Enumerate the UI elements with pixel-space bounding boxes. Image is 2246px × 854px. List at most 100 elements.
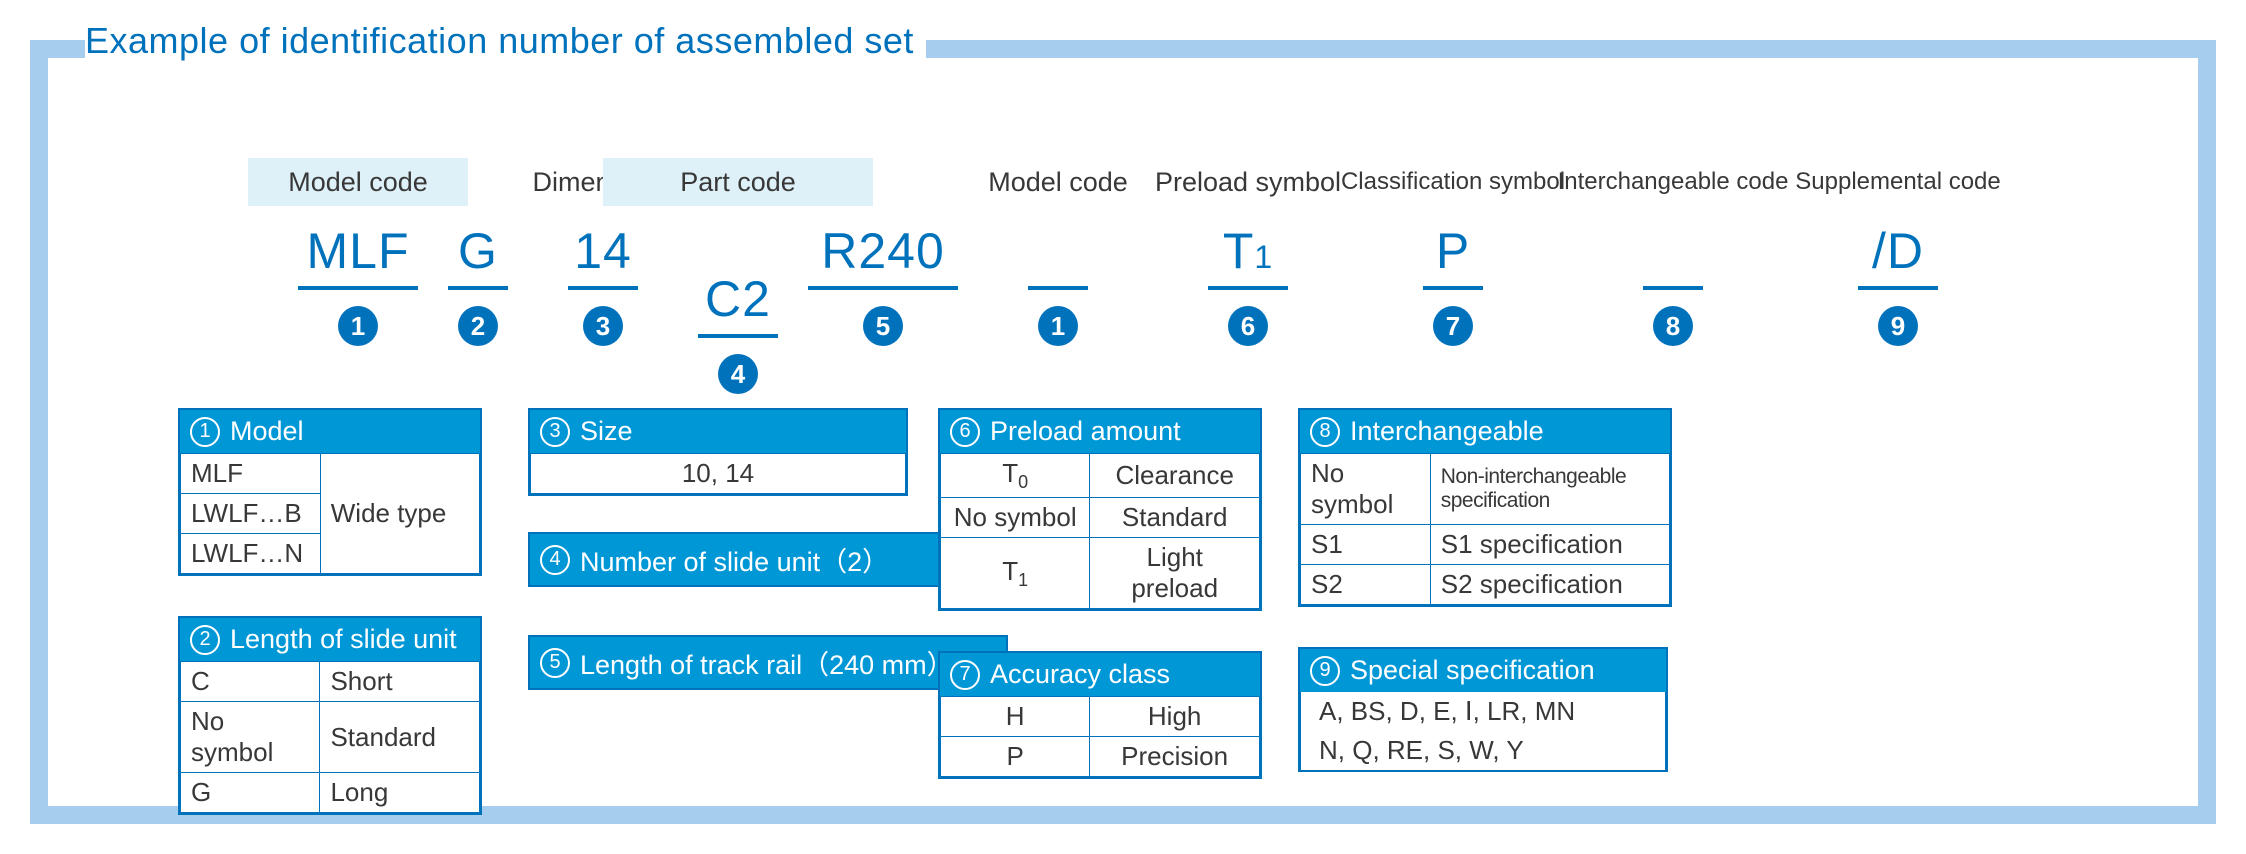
table-cell: H: [941, 697, 1090, 737]
table-row: No symbolStandard: [181, 702, 480, 773]
segment-underline: [1858, 286, 1938, 290]
table-cell: Precision: [1090, 737, 1260, 777]
table-header: 7Accuracy class: [940, 653, 1260, 696]
id-segment: G2: [428, 158, 528, 346]
diagram-title: Example of identification number of asse…: [85, 20, 914, 62]
table-number-icon: 6: [950, 417, 980, 447]
segment-header: Classification symbol: [1329, 158, 1577, 206]
segment-underline: [1423, 286, 1483, 290]
table-cell: Non-interchangeable specification: [1430, 454, 1669, 525]
segment-header: Preload symbol: [1143, 158, 1353, 206]
table-row: No symbolStandard: [941, 498, 1260, 538]
table-header: 3 Size: [530, 410, 906, 453]
table-body: CShortNo symbolStandardGLong: [180, 661, 480, 813]
table-cell: LWLF…N: [181, 534, 321, 574]
table-title: Interchangeable: [1350, 416, 1544, 447]
table-title: Length of track rail（240 mm）: [580, 643, 954, 682]
table-title: Accuracy class: [990, 659, 1170, 690]
title-bar: Example of identification number of asse…: [30, 0, 2216, 58]
table-title: Special specification: [1350, 655, 1595, 686]
segment-value: C2: [705, 254, 771, 330]
table-cell: Standard: [320, 702, 480, 773]
table-row: A, BS, D, E, Ⅰ, LR, MN: [1301, 692, 1666, 731]
table-title: Number of slide unit（2）: [580, 540, 889, 579]
table-title: Model: [230, 416, 304, 447]
table-cell: Clearance: [1090, 454, 1260, 498]
table-cell: LWLF…B: [181, 494, 321, 534]
tables-col-4: 8 Interchangeable No symbolNon-interchange…: [1298, 408, 1672, 772]
segment-badge: 7: [1433, 306, 1473, 346]
segment-value: G: [458, 206, 498, 282]
tables-col-3: 6 Preload amount T0ClearanceNo symbolStand…: [938, 408, 1262, 779]
segment-value: [1666, 206, 1681, 282]
segment-header: Interchangeable code: [1546, 158, 1801, 206]
table-cell: N, Q, RE, S, W, Y: [1301, 731, 1666, 770]
title-trail-bar: [926, 40, 2216, 58]
segment-underline: [568, 286, 638, 290]
segment-header: Part code: [603, 158, 873, 206]
id-segment: Supplemental code/D9: [1788, 158, 2008, 346]
table-cell: S2 specification: [1430, 565, 1669, 605]
table-cell: 10, 14: [531, 454, 906, 494]
segment-badge: 1: [338, 306, 378, 346]
definition-table: 7Accuracy classHHighPPrecision: [938, 651, 1262, 779]
table-number-icon: 5: [540, 648, 570, 678]
table-body: A, BS, D, E, Ⅰ, LR, MNN, Q, RE, S, W, Y: [1300, 692, 1666, 770]
table-cell: P: [941, 737, 1090, 777]
table-header: 2 Length of slide unit: [180, 618, 480, 661]
segment-badge: 9: [1878, 306, 1918, 346]
definition-table: 4 Number of slide unit（2）: [528, 532, 1008, 587]
diagram-container: Example of identification number of asse…: [0, 0, 2246, 854]
table-header: 9Special specification: [1300, 649, 1666, 692]
table-row: PPrecision: [941, 737, 1260, 777]
table-row: T0Clearance: [941, 454, 1260, 498]
table-body: 10, 14: [530, 453, 906, 494]
table-row: S2S2 specification: [1301, 565, 1670, 605]
segment-badge: 4: [718, 354, 758, 394]
segment-header: Supplemental code: [1783, 158, 2012, 206]
title-lead-bar: [30, 40, 85, 58]
segment-underline: [448, 286, 508, 290]
table-title: Length of slide unit: [230, 624, 457, 655]
table-cell: Standard: [1090, 498, 1260, 538]
table-title: Preload amount: [990, 416, 1181, 447]
table-row: HHigh: [941, 697, 1260, 737]
table-number-icon: 4: [540, 545, 570, 575]
segment-underline: [698, 334, 778, 338]
table-cell: S1 specification: [1430, 525, 1669, 565]
id-segment: Model codeMLF1: [288, 158, 428, 346]
id-segment: Classification symbolP7: [1348, 158, 1558, 346]
table-cell: A, BS, D, E, Ⅰ, LR, MN: [1301, 692, 1666, 731]
table-cell: S1: [1301, 525, 1431, 565]
definition-table: 6 Preload amount T0ClearanceNo symbolStand…: [938, 408, 1262, 611]
table-cell: High: [1090, 697, 1260, 737]
tables-col-2: 3 Size 10, 14 4 Number of slide unit（2） 5 Leng…: [528, 408, 1008, 690]
table-title: Size: [580, 416, 633, 447]
table-body: No symbolNon-interchangeable specificati…: [1300, 453, 1670, 605]
id-segment: Interchangeable code 8: [1558, 158, 1788, 346]
segment-value: 14: [574, 206, 632, 282]
table-cell: No symbol: [941, 498, 1090, 538]
table-header: 1Model: [180, 410, 480, 453]
table-header: 8 Interchangeable: [1300, 410, 1670, 453]
table-number-icon: 8: [1310, 417, 1340, 447]
table-row: GLong: [181, 773, 480, 813]
table-row: CShort: [181, 662, 480, 702]
definition-table: 5 Length of track rail（240 mm）: [528, 635, 1008, 690]
segment-value: T1: [1223, 206, 1273, 282]
table-body: MLFWide typeLWLF…BLWLF…N: [180, 453, 480, 574]
table-row: N, Q, RE, S, W, Y: [1301, 731, 1666, 770]
id-segment: Model code 1: [968, 158, 1148, 346]
table-cell: S2: [1301, 565, 1431, 605]
table-cell: Light preload: [1090, 538, 1260, 609]
table-number-icon: 2: [190, 625, 220, 655]
segment-value: /D: [1872, 206, 1924, 282]
table-row: T1Light preload: [941, 538, 1260, 609]
diagram-frame: Model codeMLF1G2Dimensions143Part codeC2…: [30, 58, 2216, 824]
table-row: MLFWide type: [181, 454, 480, 494]
segment-badge: 6: [1228, 306, 1268, 346]
table-cell: C: [181, 662, 320, 702]
table-number-icon: 3: [540, 417, 570, 447]
table-cell: T1: [941, 538, 1090, 609]
table-row: 10, 14: [531, 454, 906, 494]
